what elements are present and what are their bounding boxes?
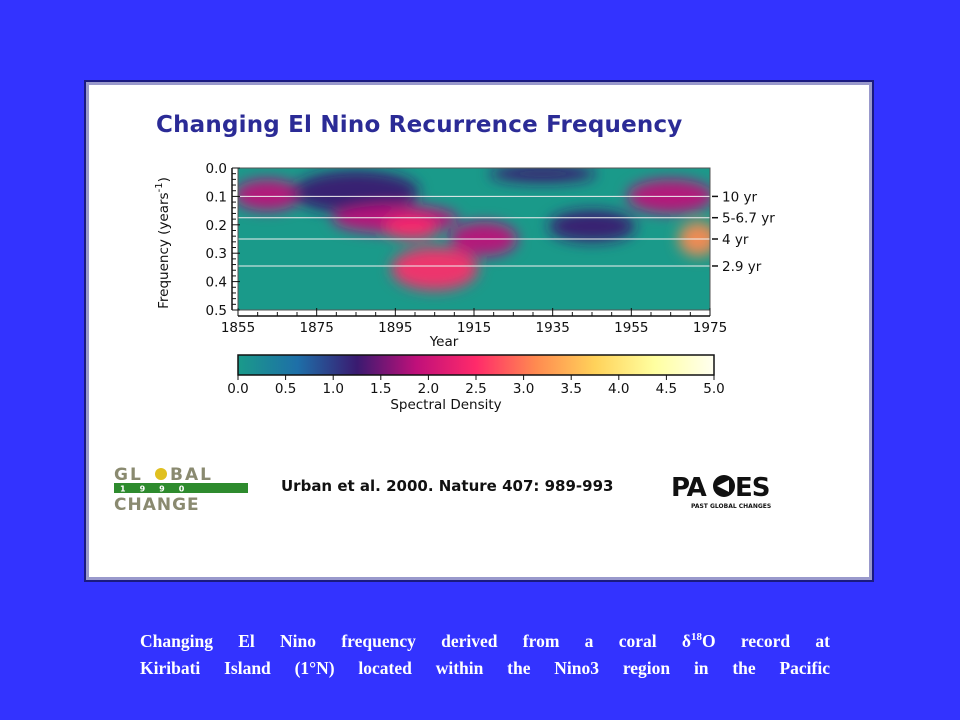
pages-logo: PA ES PAST GLOBAL CHANGES <box>671 473 771 510</box>
x-tick-label-4: 1935 <box>535 320 569 336</box>
period-label-1: 5-6.7 yr <box>722 211 775 227</box>
y-axis-title: Frequency (years-1) <box>154 177 172 309</box>
caption-text-a: Changing El Nino frequency derived from … <box>140 630 682 651</box>
svg-text:ES: ES <box>735 473 770 503</box>
citation-text: Urban et al. 2000. Nature 407: 989-993 <box>281 477 614 495</box>
y-tick-label-3: 0.3 <box>206 246 227 262</box>
y-tick-label-4: 0.4 <box>206 275 227 291</box>
x-tick-label-5: 1955 <box>614 320 648 336</box>
heatmap-region-3 <box>383 216 439 240</box>
heatmap-region-4 <box>391 247 478 291</box>
chart-title: Changing El Nino Recurrence Frequency <box>156 112 683 138</box>
heatmap-region-7 <box>548 210 636 242</box>
colorbar-tick-label-9: 4.5 <box>656 381 677 397</box>
y-tick-label-2: 0.2 <box>206 218 227 234</box>
svg-text:GL: GL <box>114 465 143 485</box>
figure-caption: Changing El Nino frequency derived from … <box>140 624 830 682</box>
x-tick-label-2: 1895 <box>378 320 412 336</box>
colorbar-tick-label-3: 1.5 <box>370 381 391 397</box>
caption-line-1: Changing El Nino frequency derived from … <box>140 624 830 655</box>
x-tick-label-6: 1975 <box>693 320 727 336</box>
global-change-logo: GL BAL 1990 CHANGE <box>114 465 248 514</box>
colorbar-tick-label-10: 5.0 <box>703 381 724 397</box>
colorbar-tick-label-6: 3.0 <box>513 381 534 397</box>
y-tick-label-5: 0.5 <box>206 303 227 319</box>
colorbar-tick-label-5: 2.5 <box>465 381 486 397</box>
x-tick-label-0: 1855 <box>221 320 255 336</box>
colorbar-tick-label-1: 0.5 <box>275 381 296 397</box>
caption-delta: δ <box>681 630 691 651</box>
figure-panel: Changing El Nino Recurrence Frequency 10… <box>84 80 874 582</box>
x-tick-label-1: 1875 <box>299 320 333 336</box>
svg-text:PA: PA <box>671 473 707 503</box>
colorbar-tick-label-8: 4.0 <box>608 381 629 397</box>
colorbar-tick-label-4: 2.0 <box>418 381 439 397</box>
globe-icon <box>155 468 167 480</box>
heatmap-regions <box>238 168 710 291</box>
svg-text:BAL: BAL <box>170 465 213 485</box>
colorbar-tick-label-0: 0.0 <box>227 381 248 397</box>
period-label-0: 10 yr <box>722 189 757 205</box>
colorbar-tick-label-2: 1.0 <box>322 381 343 397</box>
y-tick-label-1: 0.1 <box>206 189 227 205</box>
heatmap-region-1 <box>293 170 419 214</box>
svg-text:1990: 1990 <box>120 485 198 494</box>
x-axis-title: Year <box>429 334 459 350</box>
x-tick-label-3: 1915 <box>457 320 491 336</box>
svg-text:CHANGE: CHANGE <box>114 495 200 514</box>
period-label-2: 4 yr <box>722 232 749 248</box>
caption-isotope: 18 <box>690 631 702 643</box>
svg-text:PAST GLOBAL CHANGES: PAST GLOBAL CHANGES <box>691 503 771 510</box>
colorbar <box>237 354 715 376</box>
colorbar-tick-label-7: 3.5 <box>560 381 581 397</box>
heatmap-region-0 <box>238 179 301 211</box>
period-label-3: 2.9 yr <box>722 259 762 275</box>
caption-line-2: Kiribati Island (1°N) located within the… <box>140 657 830 678</box>
heatmap-field <box>238 168 710 310</box>
chart-svg: 10 yr 5-6.7 yr 4 yr 2.9 yr 0.0 0.1 0.2 0.3 0.4 0.… <box>154 161 775 413</box>
colorbar-title: Spectral Density <box>390 397 501 413</box>
caption-text-b: O record at <box>701 630 830 651</box>
y-tick-label-0: 0.0 <box>206 161 227 177</box>
heatmap-region-6 <box>489 168 596 183</box>
